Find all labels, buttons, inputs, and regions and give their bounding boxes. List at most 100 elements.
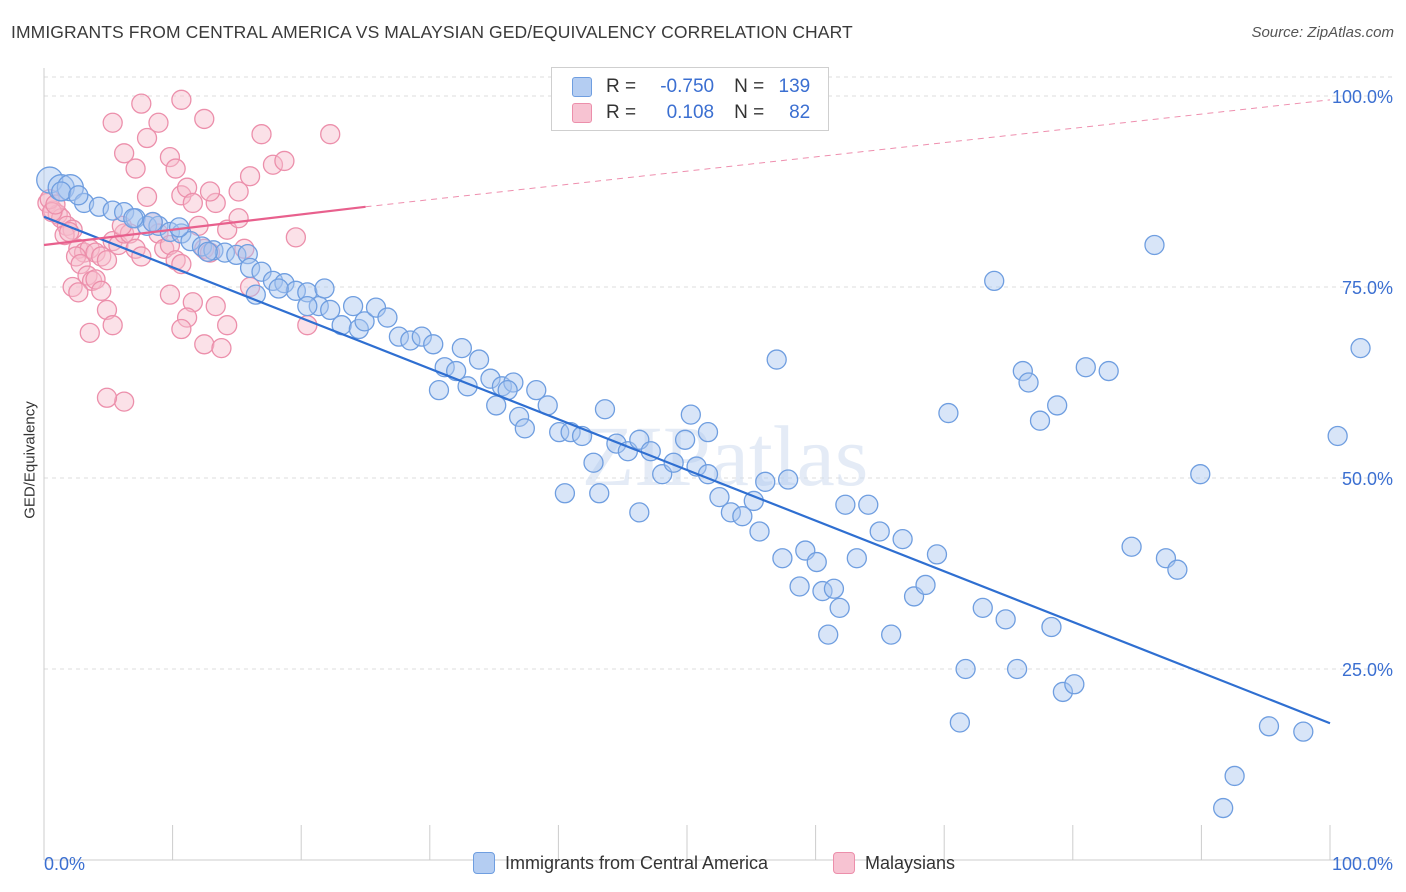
malaysians-point (113, 143, 135, 164)
malaysians-point (171, 89, 192, 110)
central-america-point (835, 494, 856, 515)
central-america-point (1041, 616, 1062, 638)
x-tick-label: 100.0% (1332, 854, 1393, 874)
malaysians-point (165, 250, 186, 271)
central-america-point (680, 404, 701, 425)
central-america-point (514, 418, 535, 439)
legend-row-central-america: R = -0.750 N = 139 (572, 75, 810, 99)
malaysians-point (182, 192, 203, 214)
central-america-point (1144, 234, 1165, 256)
tick-labels: 100.0% 75.0% 50.0% 25.0% 0.0% 100.0% (44, 87, 1393, 874)
central-america-point (1018, 372, 1039, 393)
central-america-point (549, 422, 570, 443)
malaysians-point (217, 315, 238, 336)
central-america-point (1350, 337, 1371, 359)
malaysians-point (96, 250, 118, 271)
malaysians-point (91, 246, 112, 267)
x-tick-label: 0.0% (44, 854, 85, 874)
central-america-point (629, 502, 650, 523)
central-america-point (823, 578, 845, 599)
central-america-point (451, 337, 473, 359)
pink-swatch-icon (833, 852, 855, 874)
gridlines (44, 76, 1392, 670)
malaysians-point (91, 280, 112, 301)
central-america-point (354, 311, 375, 332)
malaysians-point (228, 208, 249, 229)
central-america-point (314, 278, 335, 299)
central-america-point (423, 334, 444, 355)
central-america-point (342, 295, 364, 317)
central-america-point (320, 299, 341, 321)
central-america-point (1047, 395, 1068, 416)
central-america-trend-line (43, 215, 1331, 725)
pink-swatch-icon (572, 103, 592, 123)
central-america-point (829, 597, 850, 619)
central-america-point (606, 433, 627, 454)
bottom-legend-malaysians: Malaysians (833, 852, 955, 874)
central-america-point (1190, 464, 1211, 485)
central-america-point (508, 406, 530, 428)
blue-swatch-icon (572, 77, 592, 97)
central-america-point (846, 548, 867, 569)
malaysians-point (148, 112, 169, 133)
central-america-point (777, 469, 799, 490)
malaysians-point (102, 315, 123, 336)
r-value-malaysians: 0.108 (666, 102, 715, 123)
malaysians-point (96, 387, 118, 408)
malaysians-point (274, 150, 295, 172)
malaysians-point (125, 158, 146, 179)
central-america-point (818, 624, 839, 645)
central-america-point (123, 208, 144, 229)
central-america-point (226, 244, 247, 266)
central-america-point (720, 502, 742, 523)
malaysians-point (194, 108, 215, 130)
central-america-point (806, 551, 827, 573)
legend-row-malaysians: R = 0.108 N = 82 (572, 101, 810, 125)
malaysians-trend-line (43, 205, 366, 247)
central-america-point (1327, 425, 1348, 447)
central-america-point (297, 295, 318, 317)
central-america-point (560, 422, 581, 443)
central-america-point (995, 609, 1016, 630)
malaysians-point (205, 192, 226, 214)
central-america-point (1213, 797, 1234, 819)
malaysians-point (211, 337, 232, 359)
central-america-point (400, 330, 421, 351)
central-america-point (858, 494, 879, 515)
central-america-point (445, 360, 467, 382)
central-america-point (554, 483, 576, 504)
malaysians-point (113, 391, 135, 412)
central-america-point (1121, 536, 1142, 557)
malaysians-point (228, 181, 249, 202)
central-america-point (589, 483, 610, 504)
central-america-point (1075, 357, 1096, 378)
malaysians-point (68, 238, 89, 259)
central-america-point (468, 349, 490, 370)
central-america-point (709, 486, 730, 508)
central-america-point (142, 211, 163, 233)
malaysians-point (182, 292, 203, 313)
central-america-point (972, 597, 993, 619)
central-america-point (491, 376, 513, 397)
central-america-point (755, 471, 776, 492)
malaysians-point (102, 112, 123, 133)
central-america-point (1029, 410, 1051, 431)
central-america-point (915, 574, 936, 596)
central-america-point (1258, 716, 1280, 737)
central-america-point (239, 257, 261, 279)
central-america-point (881, 624, 902, 645)
malaysians-point (131, 246, 152, 267)
central-america-point (1098, 360, 1119, 382)
malaysians-point (131, 93, 152, 114)
r-label: R = (606, 102, 637, 123)
n-label: N = (734, 102, 765, 123)
malaysians-point (85, 242, 106, 263)
central-america-point (938, 402, 959, 424)
malaysians-point (136, 186, 158, 207)
blue-swatch-icon (473, 852, 495, 874)
malaysians-point (176, 307, 198, 328)
r-label: R = (606, 76, 637, 97)
bottom-legend-central-america: Immigrants from Central America (473, 852, 768, 874)
central-america-point (955, 658, 976, 680)
central-america-point (594, 399, 616, 420)
